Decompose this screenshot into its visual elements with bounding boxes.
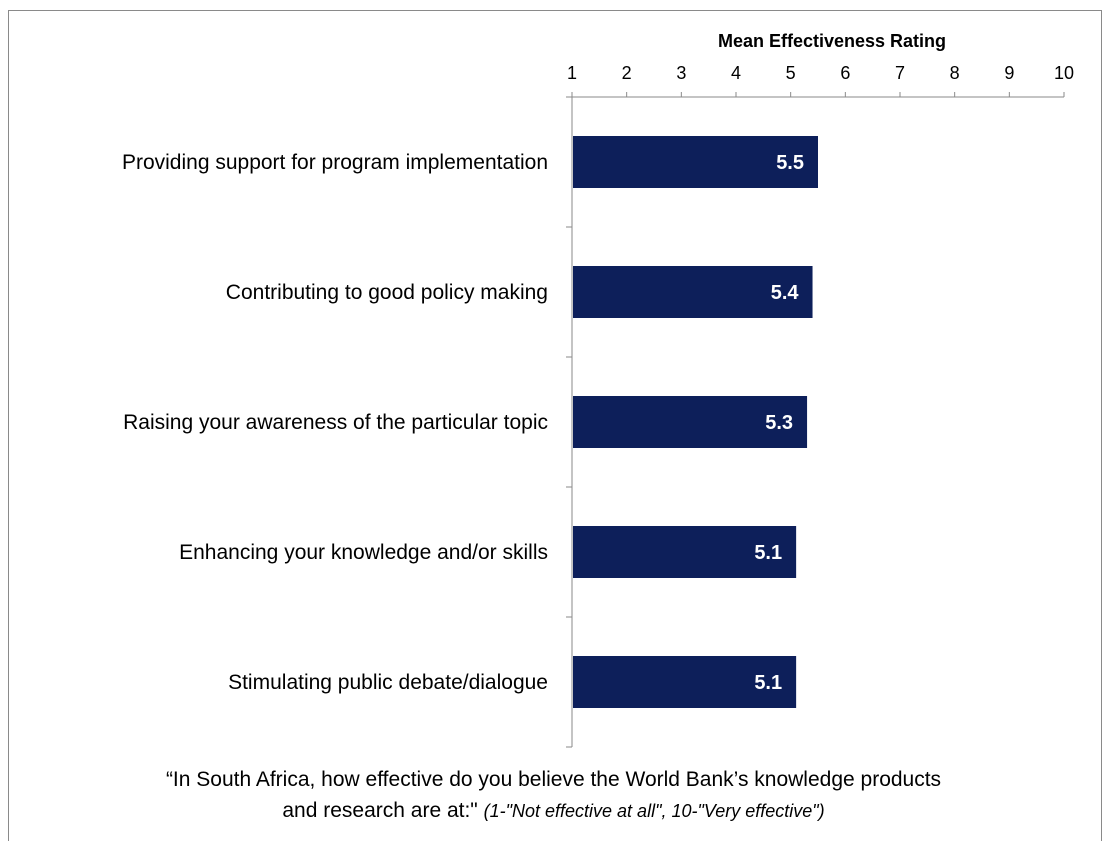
- bar-group: Stimulating public debate/dialogue 5.1: [228, 656, 797, 708]
- x-axis-title: Mean Effectiveness Rating: [718, 31, 946, 51]
- category-label: Stimulating public debate/dialogue: [228, 671, 548, 694]
- bar: [573, 136, 818, 188]
- x-tick-label: 9: [1004, 63, 1014, 83]
- footnote-scale: (1-"Not effective at all", 10-"Very effe…: [483, 801, 825, 821]
- bar-group: Providing support for program implementa…: [122, 136, 818, 188]
- footnote-line-2-text: and research are at:": [282, 799, 478, 822]
- bars: Providing support for program implementa…: [122, 136, 818, 708]
- bar: [573, 266, 813, 318]
- x-tick-label: 3: [676, 63, 686, 83]
- value-label: 5.1: [754, 672, 782, 694]
- bar: [573, 526, 797, 578]
- x-tick-label: 5: [786, 63, 796, 83]
- survey-question-footnote: “In South Africa, how effective do you b…: [0, 764, 1107, 827]
- bar-group: Raising your awareness of the particular…: [123, 396, 808, 448]
- bar: [573, 396, 808, 448]
- category-label: Enhancing your knowledge and/or skills: [179, 541, 548, 564]
- category-label: Contributing to good policy making: [226, 281, 548, 304]
- x-tick-label: 8: [950, 63, 960, 83]
- footnote-line-1: “In South Africa, how effective do you b…: [165, 768, 942, 791]
- bar-group: Enhancing your knowledge and/or skills 5.…: [179, 526, 797, 578]
- x-tick-label: 10: [1054, 63, 1074, 83]
- x-tick-label: 2: [622, 63, 632, 83]
- axes: [566, 96, 1064, 748]
- x-axis-ticks: 1 2 3 4 5 6 7 8 9 10: [567, 63, 1074, 97]
- bar: [573, 656, 797, 708]
- value-label: 5.5: [776, 152, 804, 174]
- category-label: Providing support for program implementa…: [122, 151, 548, 174]
- value-label: 5.3: [765, 412, 793, 434]
- chart-frame: [8, 10, 1102, 841]
- x-tick-label: 7: [895, 63, 905, 83]
- value-label: 5.1: [754, 542, 782, 564]
- footnote-line-2: and research are at:" (1-"Not effective …: [0, 795, 1107, 827]
- category-label: Raising your awareness of the particular…: [123, 411, 548, 434]
- x-tick-label: 4: [731, 63, 741, 83]
- x-tick-label: 6: [840, 63, 850, 83]
- bar-group: Contributing to good policy making 5.4: [226, 266, 813, 318]
- x-tick-label: 1: [567, 63, 577, 83]
- value-label: 5.4: [771, 282, 800, 304]
